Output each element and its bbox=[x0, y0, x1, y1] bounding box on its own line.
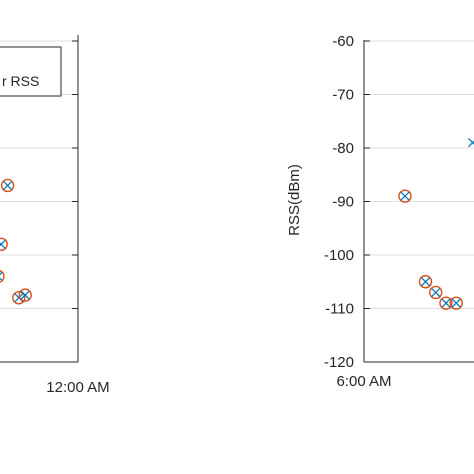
right-y-tick-label: -80 bbox=[332, 140, 354, 157]
right-data-point bbox=[429, 285, 443, 300]
right-y-tick-marks bbox=[364, 40, 370, 363]
right-y-tick-label: -110 bbox=[325, 301, 354, 318]
legend-entry: r RSS bbox=[2, 73, 39, 89]
left-data-points bbox=[0, 178, 32, 305]
left-data-point bbox=[0, 178, 15, 193]
right-plot: RSS(dBm) -60 -70 -80 -90 -100 -110 -120 6:00 A… bbox=[286, 33, 474, 390]
left-data-point bbox=[0, 270, 5, 283]
right-x-tick-label: 6:00 AM bbox=[336, 373, 391, 390]
right-data-point bbox=[439, 296, 453, 310]
left-data-point bbox=[18, 288, 32, 302]
right-y-tick-label: -70 bbox=[332, 87, 354, 104]
right-data-point bbox=[398, 189, 412, 203]
right-data-points bbox=[398, 138, 474, 310]
right-data-point bbox=[449, 296, 463, 310]
left-x-tick-label: 12:00 AM bbox=[46, 379, 109, 396]
right-y-tick-label: -60 bbox=[332, 33, 354, 50]
right-cross-point bbox=[468, 138, 474, 148]
legend: r RSS bbox=[0, 46, 62, 97]
right-gridlines bbox=[364, 40, 474, 309]
left-y-tick-marks bbox=[72, 40, 78, 309]
right-y-tick-labels: -60 -70 -80 -90 -100 -110 -120 bbox=[324, 33, 354, 371]
legend-box bbox=[0, 46, 62, 97]
left-data-point bbox=[0, 237, 8, 251]
right-data-point bbox=[418, 275, 433, 289]
right-y-tick-label: -100 bbox=[324, 247, 354, 264]
left-data-point bbox=[12, 291, 26, 305]
left-plot: 12:00 AM r RSS bbox=[0, 35, 110, 396]
right-y-tick-label: -120 bbox=[324, 354, 354, 371]
right-y-tick-label: -90 bbox=[332, 194, 354, 211]
right-y-axis-label: RSS(dBm) bbox=[286, 164, 303, 236]
